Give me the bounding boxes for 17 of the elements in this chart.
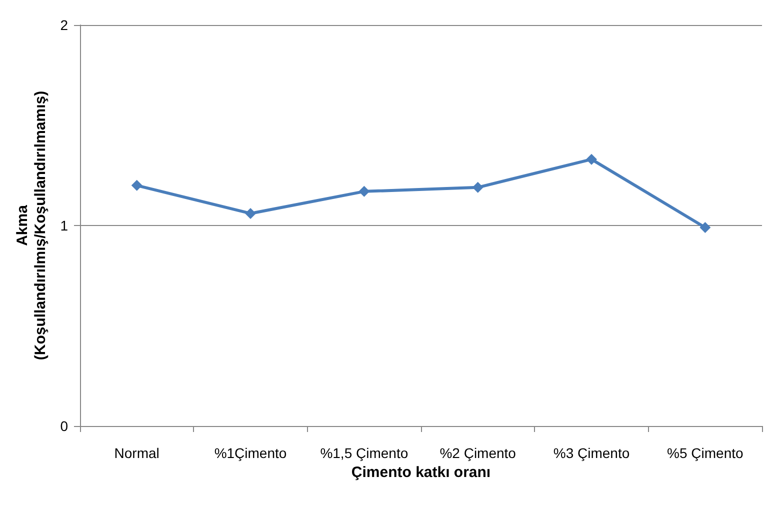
x-axis-title: Çimento katkı oranı bbox=[351, 464, 491, 481]
x-tick-label: %3 Çimento bbox=[553, 445, 630, 461]
y-axis-title: Akma (Koşullandırılmış/Koşullandırılmamış) bbox=[14, 90, 49, 360]
y-tick-label: 2 bbox=[60, 17, 68, 33]
x-tick-label: %1,5 Çimento bbox=[320, 445, 408, 461]
point bbox=[358, 186, 370, 197]
x-tick-label: %2 Çimento bbox=[440, 445, 516, 461]
x-tick-label: %5 Çimento bbox=[667, 445, 744, 461]
point bbox=[245, 208, 256, 219]
x-tick-label: %1Çimento bbox=[214, 445, 287, 461]
x-tick-label: Normal bbox=[114, 445, 160, 461]
point bbox=[586, 154, 597, 165]
point bbox=[700, 222, 711, 234]
point bbox=[131, 180, 142, 191]
y-tick-label: 1 bbox=[60, 218, 68, 234]
point bbox=[472, 182, 484, 193]
y-tick-label: 0 bbox=[60, 418, 68, 434]
